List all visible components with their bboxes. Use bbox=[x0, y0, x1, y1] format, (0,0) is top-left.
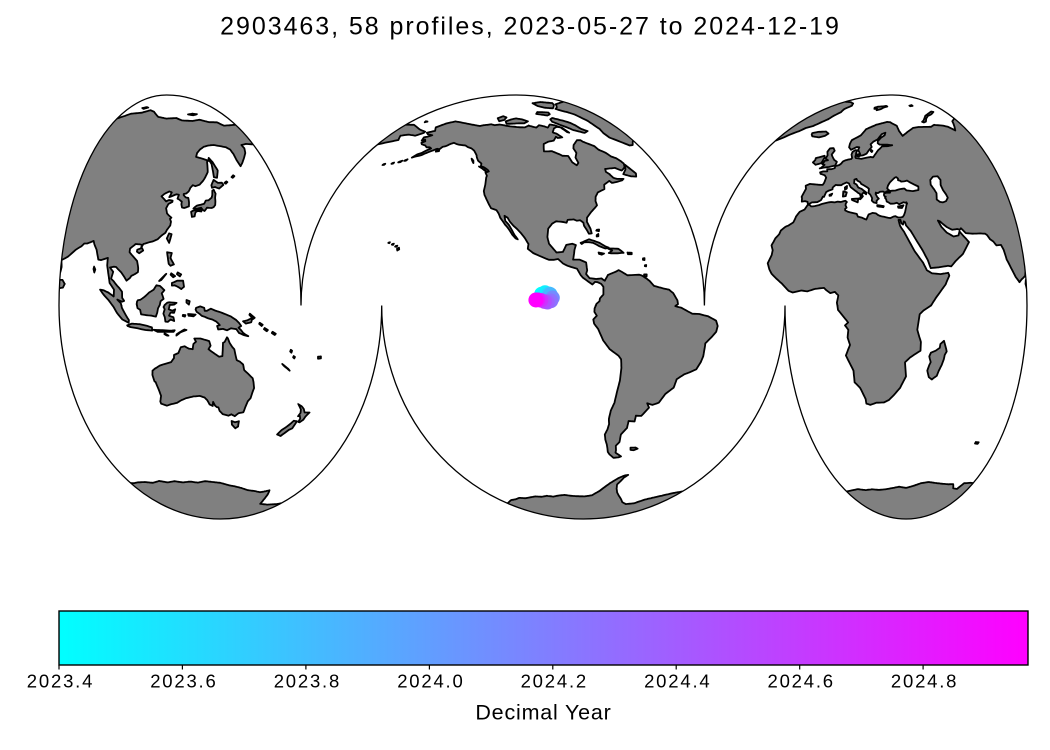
svg-text:2024.4: 2024.4 bbox=[644, 671, 711, 692]
svg-text:2023.4: 2023.4 bbox=[27, 671, 94, 692]
svg-text:2903463, 58 profiles, 2023-05-: 2903463, 58 profiles, 2023-05-27 to 2024… bbox=[220, 13, 841, 41]
svg-text:2024.6: 2024.6 bbox=[768, 671, 835, 692]
svg-text:2023.6: 2023.6 bbox=[150, 671, 217, 692]
svg-text:2024.2: 2024.2 bbox=[521, 671, 588, 692]
svg-text:Decimal Year: Decimal Year bbox=[475, 701, 611, 725]
svg-text:2024.0: 2024.0 bbox=[397, 671, 464, 692]
svg-text:2023.8: 2023.8 bbox=[274, 671, 341, 692]
svg-text:2024.8: 2024.8 bbox=[891, 671, 958, 692]
